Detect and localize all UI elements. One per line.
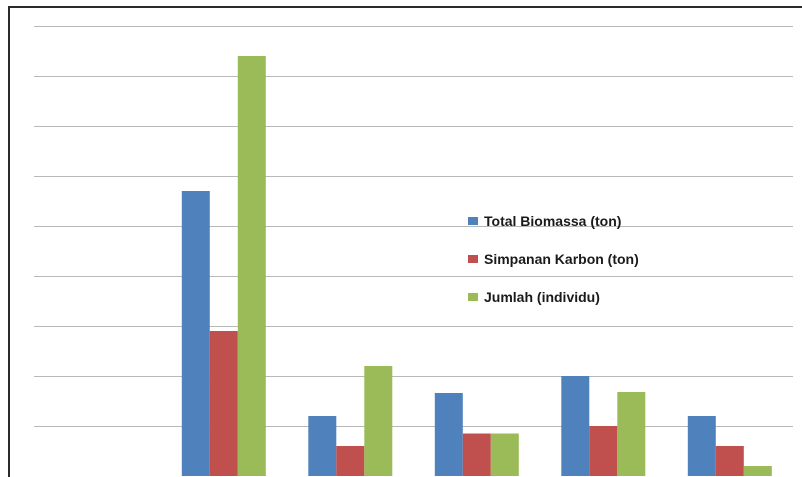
legend-swatch-3 (468, 293, 478, 301)
bar-series-3 (237, 56, 266, 476)
bar-series-2 (589, 426, 618, 476)
bar-series-3 (617, 392, 646, 476)
bar-series-3 (743, 466, 772, 476)
bar-series-1 (181, 191, 210, 476)
bar-series-1 (561, 376, 590, 476)
legend-label-2: Simpanan Karbon (ton) (484, 251, 639, 267)
bar-series-3 (490, 433, 519, 476)
gridlines (34, 26, 793, 427)
bar-series-1 (308, 416, 337, 476)
bar-series-1 (687, 416, 716, 476)
legend-label-1: Total Biomassa (ton) (484, 213, 621, 229)
legend: Total Biomassa (ton) Simpanan Karbon (ton… (468, 213, 639, 305)
bars (181, 56, 772, 476)
bar-series-2 (209, 331, 238, 476)
bar-series-2 (336, 446, 365, 476)
bar-series-3 (364, 366, 393, 476)
legend-label-3: Jumlah (individu) (484, 289, 600, 305)
legend-swatch-1 (468, 217, 478, 225)
legend-swatch-2 (468, 255, 478, 263)
bar-series-1 (434, 393, 463, 476)
chart-border (8, 6, 802, 477)
bar-series-2 (715, 446, 744, 476)
bar-series-2 (462, 433, 491, 476)
